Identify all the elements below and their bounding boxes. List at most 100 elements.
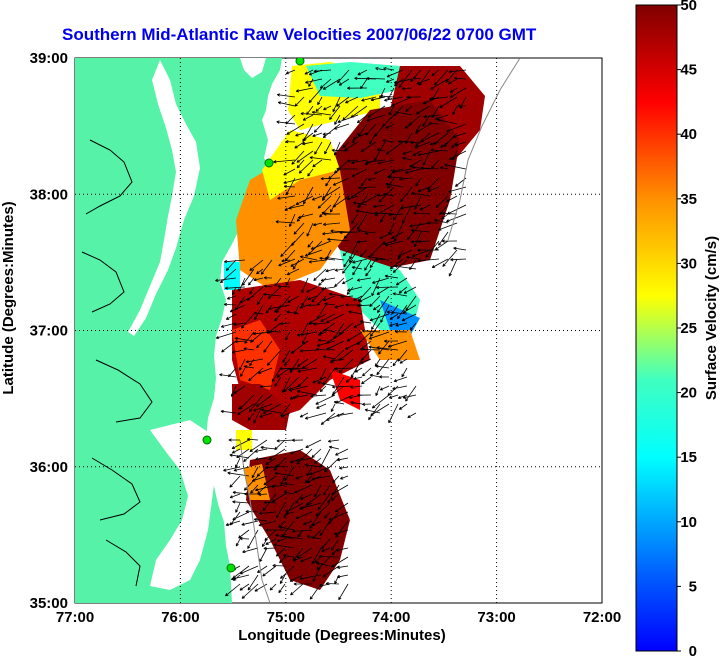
velocity-arrow bbox=[225, 313, 237, 320]
velocity-arrow bbox=[402, 204, 413, 224]
velocity-arrow bbox=[387, 340, 408, 348]
velocity-arrow bbox=[300, 556, 313, 563]
velocity-arrow bbox=[412, 150, 422, 156]
velocity-arrow bbox=[296, 547, 313, 559]
velocity-arrow bbox=[341, 277, 354, 285]
velocity-arrow bbox=[382, 240, 395, 246]
velocity-arrow bbox=[316, 340, 336, 347]
velocity-arrow bbox=[395, 110, 413, 116]
velocity-arrow bbox=[239, 358, 246, 371]
velocity-arrow bbox=[292, 529, 313, 533]
velocity-arrow bbox=[393, 78, 413, 84]
velocity-arrow bbox=[253, 518, 268, 522]
velocity-arrow bbox=[386, 310, 408, 315]
velocity-arrow bbox=[356, 304, 372, 308]
velocity-arrow bbox=[308, 87, 323, 104]
velocity-arrow bbox=[239, 295, 255, 304]
velocity-arrow bbox=[255, 457, 268, 461]
velocity-arrow bbox=[356, 393, 372, 397]
pamlico-sound bbox=[150, 420, 216, 590]
velocity-arrow bbox=[330, 403, 336, 413]
velocity-arrow bbox=[451, 141, 458, 149]
velocity-arrow bbox=[367, 105, 386, 118]
velocity-arrow bbox=[372, 304, 381, 311]
velocity-arrow bbox=[322, 186, 341, 199]
velocity-arrow bbox=[391, 96, 413, 107]
velocity-arrow bbox=[304, 463, 322, 468]
velocity-arrow bbox=[300, 349, 318, 353]
velocity-arrow bbox=[215, 277, 237, 282]
velocity-arrow bbox=[258, 511, 277, 515]
velocity-arrow bbox=[322, 295, 336, 302]
velocity-arrow bbox=[243, 475, 259, 491]
velocity-arrow bbox=[410, 228, 431, 233]
velocity-arrow bbox=[273, 159, 296, 164]
velocity-arrow bbox=[288, 385, 309, 392]
velocity-arrow bbox=[280, 240, 296, 257]
velocity-arrow bbox=[235, 538, 241, 547]
velocity-arrow bbox=[279, 367, 300, 371]
velocity-arrow bbox=[224, 286, 246, 290]
velocity-arrow bbox=[233, 466, 250, 472]
velocity-arrow bbox=[241, 520, 259, 526]
velocity-arrow bbox=[369, 373, 381, 378]
velocity-arrow bbox=[392, 259, 408, 273]
velocity-arrow bbox=[232, 286, 237, 295]
velocity-arrow bbox=[423, 114, 440, 119]
velocity-arrow bbox=[326, 313, 345, 324]
velocity-arrow bbox=[353, 376, 363, 380]
velocity-arrow bbox=[417, 186, 431, 193]
velocity-arrow bbox=[254, 304, 264, 321]
velocity-arrow bbox=[375, 364, 390, 369]
velocity-arrow bbox=[360, 141, 377, 152]
velocity-arrow bbox=[290, 340, 309, 354]
velocity-arrow bbox=[351, 266, 363, 270]
velocity-arrow bbox=[286, 123, 305, 135]
velocity-arrow bbox=[311, 475, 331, 481]
velocity-arrow bbox=[276, 439, 295, 443]
velocity-arrow bbox=[266, 349, 282, 366]
velocity-arrow bbox=[308, 303, 318, 307]
velocity-arrow bbox=[397, 304, 408, 320]
velocity-arrow bbox=[294, 141, 305, 149]
velocity-arrow bbox=[249, 439, 268, 452]
velocity-arrow bbox=[330, 229, 350, 233]
velocity-arrow bbox=[446, 123, 467, 133]
velocity-arrow bbox=[397, 394, 408, 399]
y-axis-label: Latitude (Degrees:Minutes) bbox=[0, 201, 17, 394]
velocity-arrow bbox=[241, 313, 255, 329]
velocity-arrow bbox=[332, 385, 354, 389]
velocity-arrow bbox=[331, 484, 349, 495]
velocity-arrow bbox=[331, 493, 340, 501]
velocity-arrow bbox=[324, 457, 340, 473]
velocity-arrow bbox=[446, 213, 467, 223]
velocity-arrow bbox=[342, 259, 354, 274]
velocity-arrow bbox=[215, 331, 237, 339]
velocity-arrow bbox=[304, 69, 314, 75]
velocity-arrow bbox=[247, 574, 259, 591]
velocity-arrow bbox=[321, 547, 331, 552]
velocity-arrow bbox=[452, 132, 467, 139]
velocity-arrow bbox=[310, 394, 327, 398]
velocity-arrow bbox=[249, 286, 255, 295]
velocity-arrow bbox=[243, 347, 255, 351]
velocity-arrow bbox=[400, 204, 422, 210]
velocity-arrow bbox=[327, 439, 340, 443]
velocity-arrow bbox=[393, 376, 408, 383]
velocity-arrow bbox=[398, 69, 413, 88]
velocity-arrow bbox=[412, 249, 431, 257]
velocity-arrow bbox=[376, 285, 399, 290]
velocity-arrow bbox=[256, 268, 264, 275]
velocity-arrow bbox=[336, 167, 359, 171]
velocity-arrow bbox=[361, 376, 372, 385]
velocity-arrow bbox=[362, 402, 372, 406]
velocity-arrow bbox=[446, 195, 458, 202]
velocity-arrow bbox=[302, 132, 314, 141]
velocity-arrow bbox=[293, 582, 312, 586]
velocity-arrow bbox=[282, 349, 291, 363]
velocity-arrow bbox=[296, 448, 313, 465]
station-markers bbox=[202, 58, 305, 573]
velocity-arrow bbox=[281, 534, 304, 540]
